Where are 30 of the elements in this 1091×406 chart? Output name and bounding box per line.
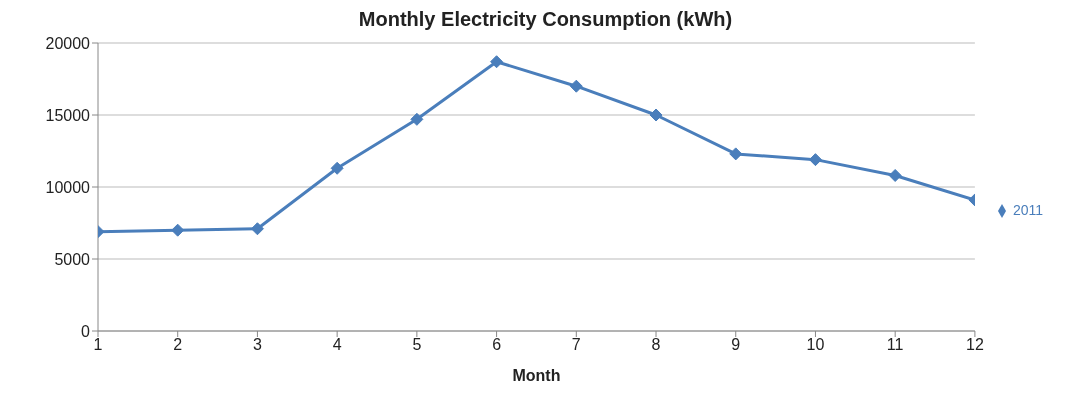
point xyxy=(729,147,743,161)
x-tick-label: 10 xyxy=(806,336,825,354)
legend-label: 2011 xyxy=(1012,201,1043,218)
point xyxy=(171,223,185,237)
x-tick-label: 9 xyxy=(731,336,741,354)
x-tick-label: 6 xyxy=(492,336,502,354)
x-tick-label: 12 xyxy=(965,336,984,354)
point xyxy=(330,161,344,175)
x-tick-label: 4 xyxy=(332,336,342,354)
x-tick-label: 5 xyxy=(412,336,422,354)
x-axis-title: Month xyxy=(512,367,561,384)
point xyxy=(569,79,583,93)
y-tick-label: 20000 xyxy=(45,34,91,52)
point xyxy=(808,153,822,167)
y-tick-label: 0 xyxy=(81,322,91,340)
x-tick-label: 7 xyxy=(571,336,581,354)
y-tick-label: 10000 xyxy=(45,178,91,196)
y-tick-label: 5000 xyxy=(54,250,91,268)
x-tick-label: 11 xyxy=(886,336,904,354)
x-tick-label: 1 xyxy=(93,336,103,354)
point xyxy=(490,55,504,69)
y-tick-label: 15000 xyxy=(45,106,91,124)
chart-title: Monthly Electricity Consumption (kWh) xyxy=(357,8,734,31)
x-tick-label: 3 xyxy=(252,336,262,354)
point xyxy=(250,222,264,236)
x-tick-label: 8 xyxy=(651,336,661,354)
point xyxy=(888,168,902,182)
x-tick-label: 2 xyxy=(173,336,183,354)
point xyxy=(649,108,663,122)
point xyxy=(410,112,424,126)
